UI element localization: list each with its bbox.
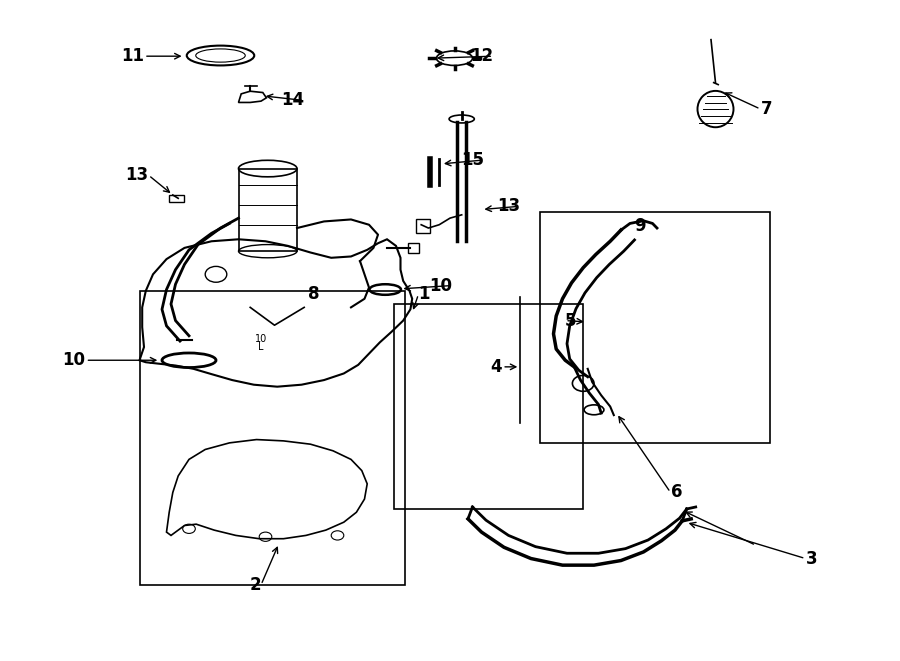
Bar	[394, 304, 583, 509]
Bar	[140, 291, 405, 585]
Text: 11: 11	[121, 47, 144, 65]
Bar	[408, 243, 419, 253]
Text: 8: 8	[308, 285, 320, 303]
Text: 1: 1	[418, 285, 430, 303]
Text: 6: 6	[670, 483, 682, 502]
Bar	[169, 195, 184, 202]
Text: 10: 10	[428, 276, 452, 295]
Bar	[238, 169, 297, 251]
Text: 10: 10	[255, 334, 267, 344]
Text: 9: 9	[634, 217, 646, 235]
Text: 3: 3	[806, 549, 817, 568]
Text: 12: 12	[470, 47, 493, 65]
Text: 10: 10	[62, 351, 86, 369]
Text: 13: 13	[125, 166, 148, 184]
Text: 4: 4	[491, 358, 502, 376]
Text: 14: 14	[281, 91, 304, 110]
Text: 15: 15	[461, 151, 484, 169]
Text: 13: 13	[497, 197, 520, 215]
Bar	[540, 212, 770, 443]
Bar	[416, 219, 430, 233]
Text: 7: 7	[760, 100, 772, 118]
Text: 5: 5	[565, 311, 577, 330]
Text: L: L	[258, 342, 264, 352]
Text: 2: 2	[249, 576, 261, 594]
